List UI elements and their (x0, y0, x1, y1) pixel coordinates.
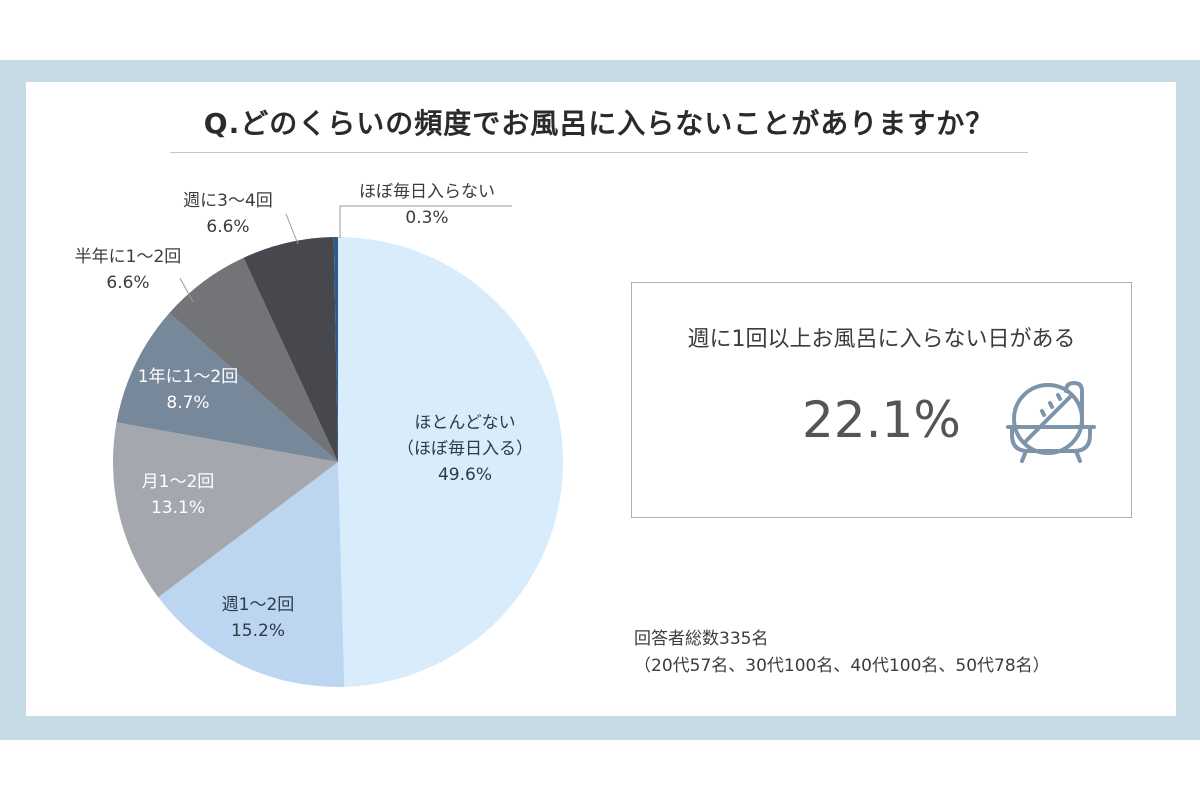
slice-value: 15.2% (231, 621, 285, 641)
slice-value: 49.6% (438, 465, 492, 485)
slice-label: 半年に1〜2回 (75, 247, 182, 267)
slice-label: ほとんどない (414, 413, 515, 433)
title-divider (170, 152, 1028, 153)
pie-slice (169, 257, 338, 462)
callout-label: 週に1回以上お風呂に入らない日がある (687, 327, 1076, 352)
callout-value: 22.1% (802, 391, 961, 449)
slice-value: 13.1% (151, 498, 205, 518)
slice-label: 週1〜2回 (222, 595, 295, 615)
summary-callout: 週に1回以上お風呂に入らない日がある 22.1% (631, 282, 1132, 518)
respondent-total: 回答者総数335名 (634, 629, 769, 649)
pie-slice (338, 237, 564, 687)
no-bath-icon (1006, 381, 1096, 463)
pie-slice (333, 237, 338, 462)
pie-slice (113, 422, 338, 598)
slice-label: 週に3〜4回 (183, 191, 273, 211)
chart-title: Q.どのくらいの頻度でお風呂に入らないことがありますか？ (203, 107, 995, 140)
slice-label: 月1〜2回 (142, 472, 215, 492)
leader-line (179, 277, 194, 303)
slice-sublabel: （ほぼ毎日入る） (397, 439, 533, 459)
pie-slice (116, 313, 339, 462)
slice-value: 8.7% (166, 393, 209, 413)
leader-line (339, 205, 512, 238)
slice-label: ほぼ毎日入らない (359, 182, 495, 202)
slice-label: 1年に1〜2回 (138, 367, 238, 387)
slice-value: 0.3% (405, 208, 448, 228)
slice-value: 6.6% (106, 273, 149, 293)
pie-slice (158, 462, 345, 688)
respondent-breakdown: （20代57名、30代100名、40代100名、50代78名） (634, 656, 1050, 676)
pie-slice (243, 237, 338, 462)
respondent-note: 回答者総数335名 （20代57名、30代100名、40代100名、50代78名… (634, 626, 1050, 680)
slice-value: 6.6% (206, 217, 249, 237)
leader-line (285, 213, 299, 245)
